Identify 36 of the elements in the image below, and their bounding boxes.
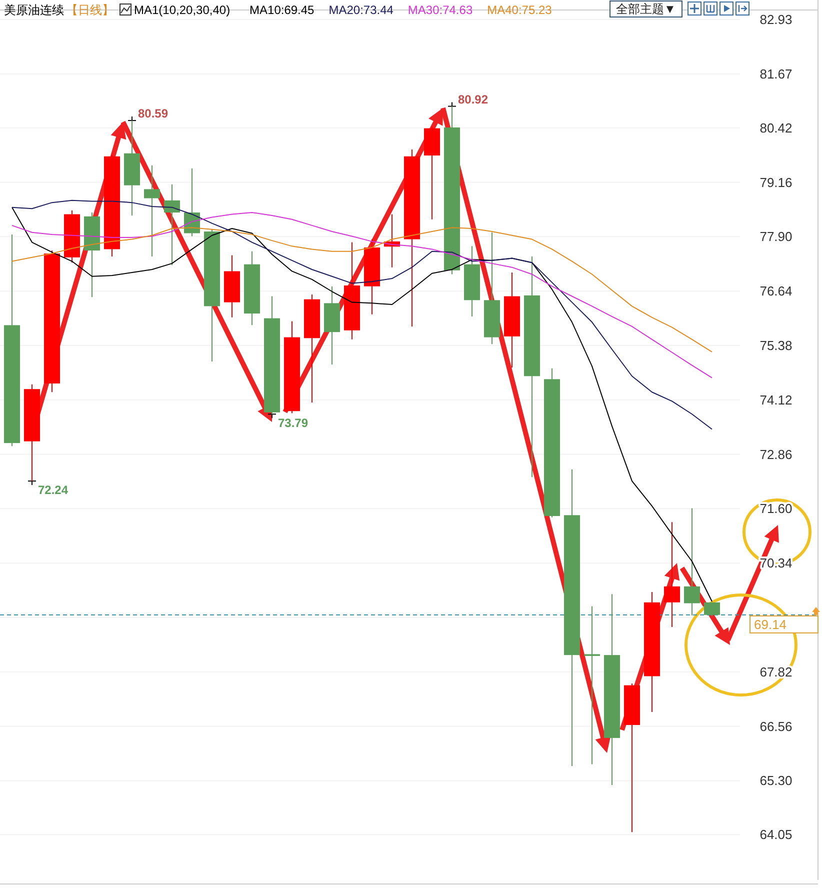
candlestick — [164, 184, 180, 266]
ref-line-label: 69.14 — [754, 616, 787, 632]
y-tick-label: 82.93 — [760, 12, 792, 28]
y-tick-label: 75.38 — [760, 338, 792, 354]
text: MA10:69.45 — [250, 3, 315, 17]
y-tick-label: 65.30 — [760, 773, 792, 788]
line-series — [12, 206, 712, 602]
annotation: 73.79 — [278, 416, 308, 430]
candlestick — [664, 522, 680, 628]
y-tick-label: 72.86 — [760, 446, 792, 462]
y-tick-label: 70.34 — [760, 556, 792, 571]
text: MA30:74.63 — [408, 3, 473, 17]
candlestick — [684, 508, 700, 616]
y-tick-label: 81.67 — [760, 66, 792, 82]
legend-title: MA1(10,20,30,40) — [134, 3, 230, 17]
annotation: 80.59 — [138, 106, 168, 121]
text: MA40:75.23 — [487, 3, 552, 17]
y-tick-label: 64.05 — [760, 827, 792, 842]
y-tick-label: 66.56 — [760, 718, 792, 734]
annotation: 全部主题▼ — [616, 2, 676, 16]
candlestick — [144, 164, 160, 258]
text: MA20:73.44 — [328, 3, 394, 17]
annotation: 72.24 — [38, 483, 68, 498]
y-tick-label: 76.64 — [760, 284, 792, 299]
y-tick-label: 74.12 — [760, 392, 792, 408]
candlestick — [584, 606, 600, 765]
y-tick-label: 79.16 — [760, 174, 792, 190]
line-series — [12, 200, 712, 430]
y-tick-label: 77.90 — [760, 229, 792, 244]
chart-subtitle: 【日线】 — [66, 3, 114, 17]
y-tick-label: 71.60 — [760, 501, 792, 516]
y-tick-label: 80.42 — [760, 120, 792, 136]
candlestick — [704, 602, 720, 617]
annotation: 80.92 — [458, 92, 488, 106]
line-series — [12, 212, 712, 378]
chart-title: 美原油连续 — [4, 3, 64, 17]
